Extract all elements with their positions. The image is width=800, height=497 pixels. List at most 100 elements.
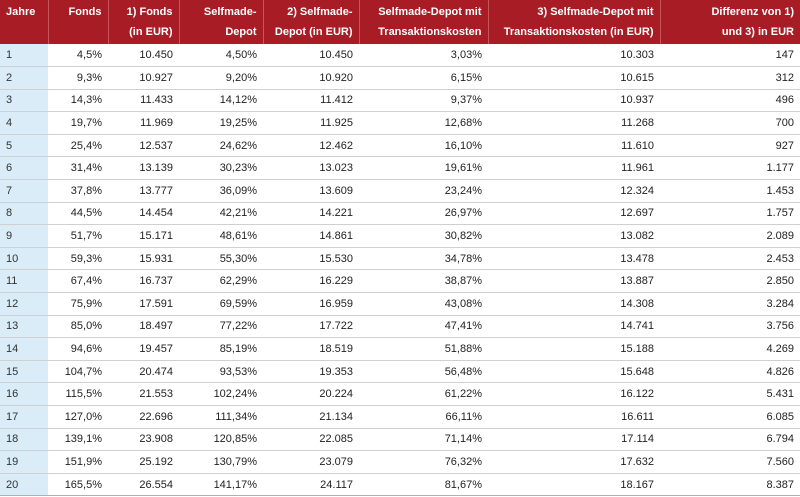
table-cell: 14,12% — [179, 89, 263, 113]
column-header-line: Transaktionskosten (in EUR) — [503, 26, 654, 38]
table-cell: 43,08% — [359, 292, 488, 316]
year-cell: 6 — [0, 156, 48, 181]
table-cell: 13.023 — [263, 156, 359, 181]
year-cell: 1 — [0, 44, 48, 68]
column-header-line: Selfmade-Depot mit — [378, 6, 482, 18]
table-cell: 141,17% — [179, 473, 263, 497]
table-cell: 25.192 — [108, 450, 179, 474]
column-header: 1) Fonds (in EUR) — [108, 0, 180, 44]
table-cell: 12.697 — [488, 202, 660, 226]
column-header: 2) Selfmade- Depot (in EUR) — [263, 0, 360, 44]
table-cell: 120,85% — [179, 428, 263, 452]
year-cell: 20 — [0, 473, 48, 497]
year-cell: 7 — [0, 179, 48, 203]
table-cell: 11.412 — [263, 89, 359, 113]
table-cell: 11.433 — [108, 89, 179, 113]
year-cell: 9 — [0, 224, 48, 248]
table-cell: 67,4% — [48, 269, 108, 294]
table-cell: 14.741 — [488, 315, 660, 339]
column-header-line: Jahre — [6, 6, 36, 18]
table-cell: 34,78% — [359, 247, 488, 271]
table-cell: 38,87% — [359, 269, 488, 294]
table-cell: 47,41% — [359, 315, 488, 339]
column-header: Differenz von 1) und 3) in EUR — [660, 0, 800, 44]
table-cell: 4.269 — [660, 337, 800, 361]
year-cell: 8 — [0, 202, 48, 226]
table-cell: 11.610 — [488, 134, 660, 158]
column-header-line: Transaktionskosten — [378, 26, 482, 38]
column-header: Jahre — [0, 0, 49, 44]
table-row: 12 75,9% 17.591 69,59% 16.959 43,08% 14.308 3.2… — [0, 292, 800, 316]
table-row: 3 14,3% 11.433 14,12% 11.412 9,37% 10.937 496 — [0, 89, 800, 113]
table-cell: 927 — [660, 134, 800, 158]
table-cell: 75,9% — [48, 292, 108, 316]
table-cell: 130,79% — [179, 450, 263, 474]
column-header-line: Depot (in EUR) — [274, 26, 353, 38]
table-cell: 12.537 — [108, 134, 179, 158]
year-cell: 16 — [0, 382, 48, 406]
column-header-line: Differenz von 1) — [711, 6, 794, 18]
table-cell: 23.908 — [108, 428, 179, 452]
table-row: 7 37,8% 13.777 36,09% 13.609 23,24% 12.324 1.45… — [0, 179, 800, 203]
year-cell: 3 — [0, 89, 48, 113]
table-row: 19 151,9% 25.192 130,79% 23.079 76,32% 17.632 7… — [0, 450, 800, 474]
table-cell: 51,7% — [48, 224, 108, 248]
table-cell: 139,1% — [48, 428, 108, 452]
table-cell: 10.450 — [263, 44, 359, 68]
table-cell: 69,59% — [179, 292, 263, 316]
table-row: 8 44,5% 14.454 42,21% 14.221 26,97% 12.697 1.75… — [0, 202, 800, 226]
table-cell: 20.224 — [263, 382, 359, 406]
table-cell: 19.353 — [263, 360, 359, 384]
table-cell: 2.453 — [660, 247, 800, 271]
table-cell: 23,24% — [359, 179, 488, 203]
column-header: 3) Selfmade-Depot mit Transaktionskosten … — [488, 0, 661, 44]
table-cell: 12.462 — [263, 134, 359, 158]
table-cell: 24,62% — [179, 134, 263, 158]
table-cell: 3.284 — [660, 292, 800, 316]
year-cell: 17 — [0, 405, 48, 429]
table-cell: 10.937 — [488, 89, 660, 113]
table-cell: 18.519 — [263, 337, 359, 361]
table-cell: 5.431 — [660, 382, 800, 406]
table-cell: 14.454 — [108, 202, 179, 226]
table-cell: 19,25% — [179, 111, 263, 135]
table-row: 1 4,5% 10.450 4,50% 10.450 3,03% 10.303 147 — [0, 44, 800, 68]
table-row: 20 165,5% 26.554 141,17% 24.117 81,67% 18.167 8… — [0, 473, 800, 497]
table-row: 13 85,0% 18.497 77,22% 17.722 47,41% 14.741 3.7… — [0, 315, 800, 339]
table-cell: 14.861 — [263, 224, 359, 248]
table-cell: 19,7% — [48, 111, 108, 135]
table-cell: 22.696 — [108, 405, 179, 429]
table-cell: 21.553 — [108, 382, 179, 406]
table-cell: 4.826 — [660, 360, 800, 384]
table-cell: 3.756 — [660, 315, 800, 339]
table-cell: 127,0% — [48, 405, 108, 429]
table-cell: 16.122 — [488, 382, 660, 406]
table-cell: 14,3% — [48, 89, 108, 113]
table-row: 2 9,3% 10.927 9,20% 10.920 6,15% 10.615 312 — [0, 66, 800, 90]
table-cell: 16.959 — [263, 292, 359, 316]
table-cell: 26.554 — [108, 473, 179, 497]
table-cell: 9,20% — [179, 66, 263, 90]
table-cell: 10.920 — [263, 66, 359, 90]
table-row: 9 51,7% 15.171 48,61% 14.861 30,82% 13.082 2.08… — [0, 224, 800, 248]
table-header: Jahre Fonds 1) Fonds (in EUR) Selfmade- Depot… — [0, 0, 800, 44]
table-cell: 10.303 — [488, 44, 660, 68]
table-cell: 13.478 — [488, 247, 660, 271]
table-cell: 37,8% — [48, 179, 108, 203]
year-cell: 12 — [0, 292, 48, 316]
table-cell: 11.925 — [263, 111, 359, 135]
table-cell: 18.497 — [108, 315, 179, 339]
table-cell: 4,50% — [179, 44, 263, 68]
table-cell: 85,0% — [48, 315, 108, 339]
year-cell: 15 — [0, 360, 48, 384]
table-cell: 13.082 — [488, 224, 660, 248]
table-cell: 36,09% — [179, 179, 263, 203]
table-cell: 4,5% — [48, 44, 108, 68]
table-row: 16 115,5% 21.553 102,24% 20.224 61,22% 16.122 5… — [0, 382, 800, 406]
table-cell: 115,5% — [48, 382, 108, 406]
table-cell: 23.079 — [263, 450, 359, 474]
table-cell: 16.229 — [263, 269, 359, 294]
table-row: 4 19,7% 11.969 19,25% 11.925 12,68% 11.268 700 — [0, 111, 800, 135]
table-cell: 22.085 — [263, 428, 359, 452]
